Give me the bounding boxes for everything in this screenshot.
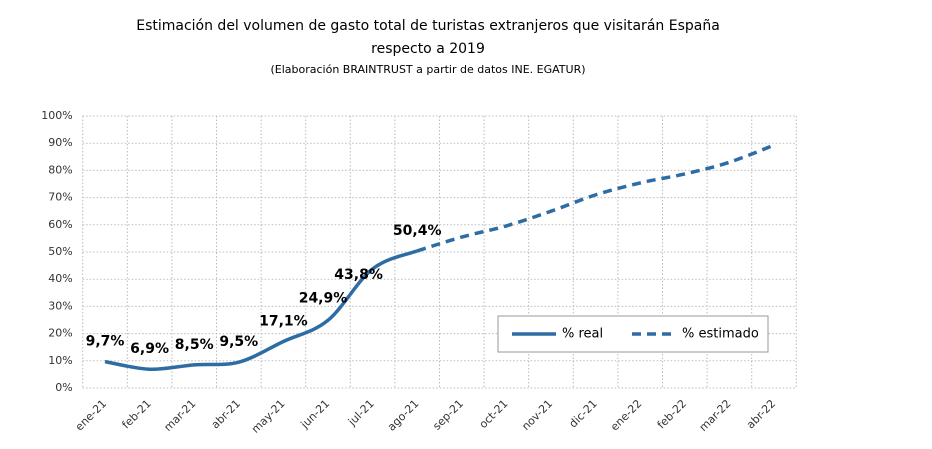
x-tick-label: may-21 bbox=[249, 397, 288, 436]
x-tick-label: dic-21 bbox=[567, 397, 600, 430]
legend-label: % estimado bbox=[682, 327, 759, 342]
x-tick-label: abr-22 bbox=[744, 397, 778, 431]
data-label: 6,9% bbox=[130, 341, 169, 357]
data-label: 8,5% bbox=[175, 337, 214, 353]
x-tick-label: ago-21 bbox=[385, 397, 422, 434]
chart-title: Estimación del volumen de gasto total de… bbox=[136, 18, 720, 34]
y-tick-label: 10% bbox=[48, 354, 72, 367]
y-tick-label: 60% bbox=[48, 218, 72, 231]
data-label: 43,8% bbox=[334, 267, 383, 283]
x-tick-label: ene-21 bbox=[73, 397, 109, 433]
x-tick-label: ene-22 bbox=[608, 397, 644, 433]
y-tick-label: 0% bbox=[55, 381, 72, 394]
y-tick-label: 80% bbox=[48, 163, 72, 176]
y-tick-label: 70% bbox=[48, 191, 72, 204]
x-tick-label: jun-21 bbox=[298, 397, 333, 432]
data-label: 24,9% bbox=[299, 290, 348, 306]
series-line bbox=[416, 143, 775, 253]
y-tick-label: 30% bbox=[48, 299, 72, 312]
x-tick-label: feb-22 bbox=[655, 397, 689, 431]
y-tick-label: 50% bbox=[48, 245, 72, 258]
data-label: 9,5% bbox=[219, 334, 258, 350]
chart-title: respecto a 2019 bbox=[371, 41, 485, 57]
y-tick-label: 100% bbox=[41, 109, 72, 122]
y-tick-label: 90% bbox=[48, 136, 72, 149]
x-tick-label: mar-21 bbox=[161, 397, 198, 434]
x-tick-label: mar-22 bbox=[697, 397, 734, 434]
x-tick-label: nov-21 bbox=[519, 397, 555, 433]
chart-subtitle: (Elaboración BRAINTRUST a partir de dato… bbox=[270, 63, 585, 76]
legend-label: % real bbox=[562, 327, 603, 342]
data-label: 9,7% bbox=[86, 334, 125, 350]
series-line bbox=[104, 249, 418, 371]
data-label: 17,1% bbox=[259, 313, 308, 329]
x-tick-label: jul-21 bbox=[345, 397, 377, 429]
x-tick-label: abr-21 bbox=[209, 397, 243, 431]
data-label: 50,4% bbox=[393, 223, 442, 239]
x-tick-label: oct-21 bbox=[477, 397, 511, 431]
y-tick-label: 40% bbox=[48, 272, 72, 285]
x-tick-label: feb-21 bbox=[119, 397, 153, 431]
y-tick-label: 20% bbox=[48, 327, 72, 340]
x-tick-label: sep-21 bbox=[430, 397, 466, 433]
